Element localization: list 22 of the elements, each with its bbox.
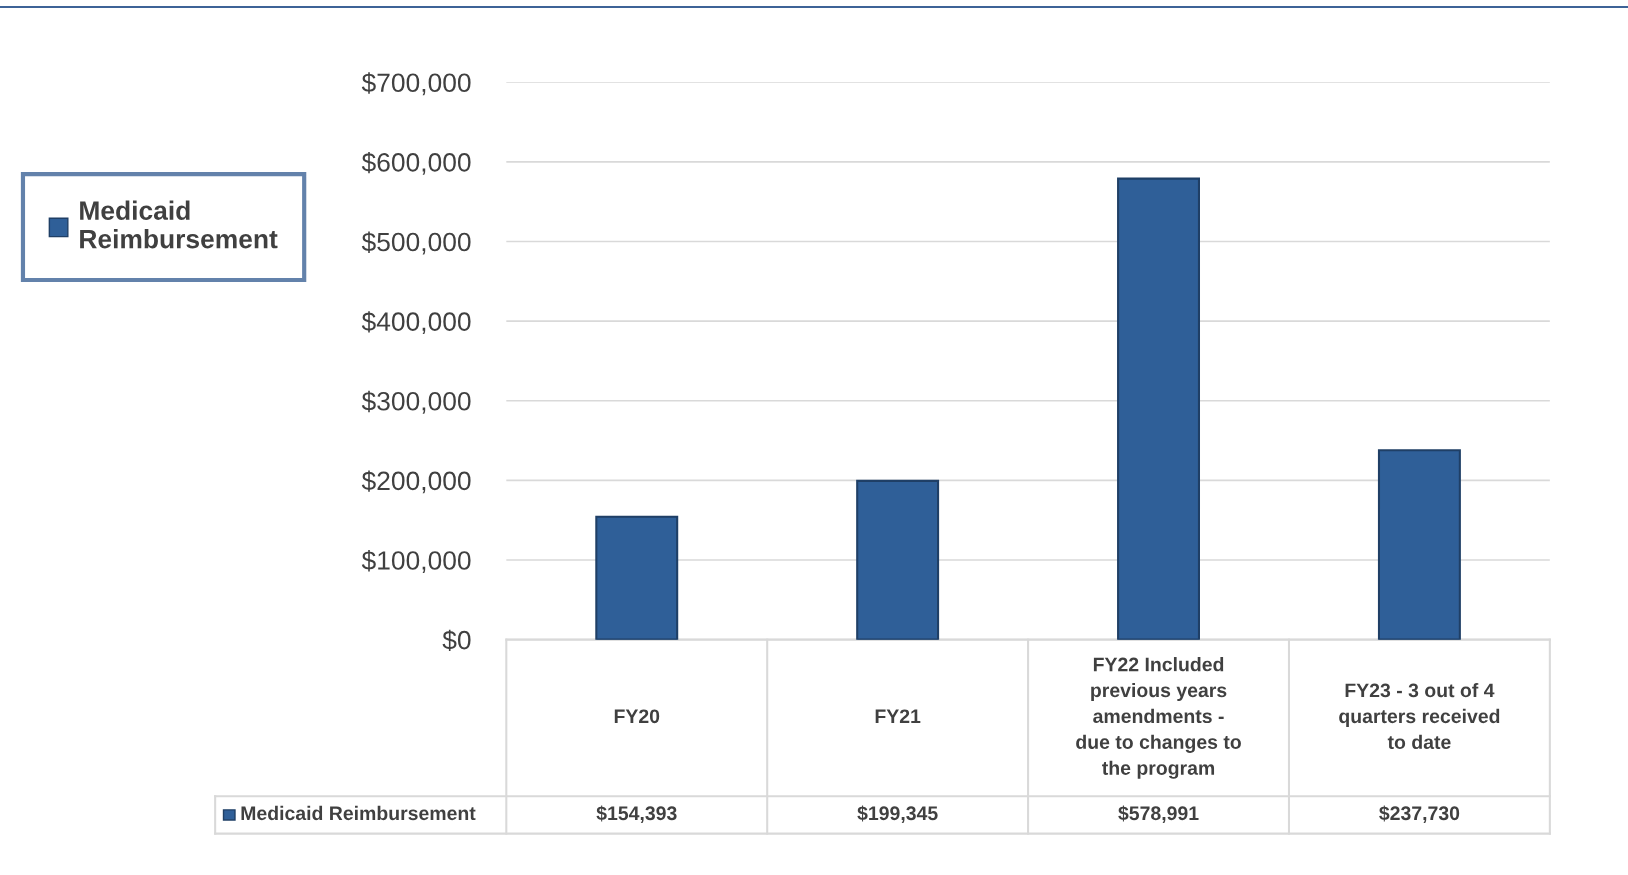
bar <box>1377 449 1461 640</box>
data-label: $199,345 <box>857 805 938 823</box>
y-tick-label: $100,000 <box>361 550 471 573</box>
y-tick-label: $200,000 <box>361 470 471 494</box>
x-tick-label: FY21 <box>875 709 921 723</box>
bar <box>595 515 679 640</box>
data-label: $154,393 <box>596 805 677 823</box>
data-label: $578,991 <box>1118 805 1199 823</box>
bar <box>1117 177 1200 640</box>
y-tick-label: $700,000 <box>361 72 471 96</box>
y-tick-label: $0 <box>442 629 471 652</box>
x-tick-label: FY20 <box>614 709 660 724</box>
text: Medicaid Reimbursement <box>80 200 278 249</box>
y-tick-label: $400,000 <box>361 311 471 335</box>
x-tick-label: FY22 Included previous years amendments - due to changes to the program <box>1076 657 1241 779</box>
y-tick-label: $600,000 <box>361 151 471 175</box>
bar <box>856 479 940 640</box>
legend-label: Medicaid Reimbursement <box>241 805 476 821</box>
y-tick-label: $500,000 <box>361 231 471 255</box>
y-tick-label: $300,000 <box>361 390 471 414</box>
x-tick-label: FY23 - 3 out of 4 quarters received to date <box>1339 683 1500 750</box>
data-label: $237,730 <box>1379 805 1460 823</box>
